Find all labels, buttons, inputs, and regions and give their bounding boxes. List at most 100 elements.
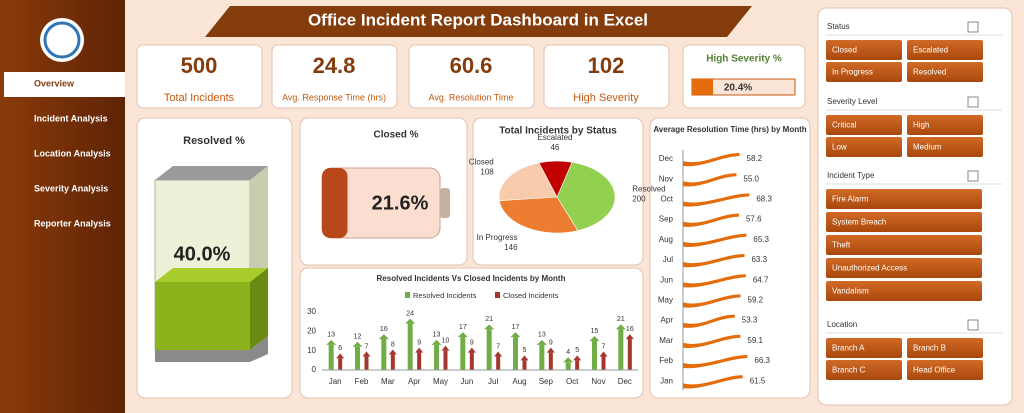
category-label: Sep <box>659 215 674 224</box>
slicer-item[interactable]: Branch A <box>832 344 865 353</box>
value-label: 17 <box>512 324 520 331</box>
bar <box>683 213 739 227</box>
progress-label: 20.4% <box>724 83 752 94</box>
slicer-button[interactable] <box>907 360 983 380</box>
slicer-item[interactable]: Fire Alarm <box>832 195 869 204</box>
x-tick-label: Mar <box>381 377 395 386</box>
bar-arrow <box>457 332 468 338</box>
slicer-button[interactable] <box>826 360 902 380</box>
x-tick-label: Feb <box>355 377 369 386</box>
value-label: 4 <box>566 349 570 356</box>
slicer-item[interactable]: Vandalism <box>832 287 869 296</box>
category-label: Aug <box>659 235 673 244</box>
legend-label: Closed Incidents <box>503 291 559 300</box>
slicer-button[interactable] <box>826 258 982 278</box>
x-tick-label: Sep <box>539 377 554 386</box>
kpi-card <box>543 44 670 109</box>
pie-label: Closed <box>469 158 494 167</box>
slicer-item[interactable]: Medium <box>913 143 942 152</box>
value-label: 5 <box>523 347 527 354</box>
slicer-item[interactable]: In Progress <box>832 68 873 77</box>
pie-value: 146 <box>504 243 518 252</box>
value-label: 53.3 <box>742 316 758 325</box>
chart-title: Resolved Incidents Vs Closed Incidents b… <box>377 274 566 283</box>
kpi-value: 102 <box>588 53 625 78</box>
slicer-button[interactable] <box>826 62 902 82</box>
bar-arrow <box>546 347 555 353</box>
clear-filter[interactable] <box>967 170 979 182</box>
category-label: Feb <box>659 356 673 365</box>
slicer-button[interactable] <box>907 338 983 358</box>
x-tick-label: May <box>433 377 448 386</box>
slicer-button[interactable] <box>826 235 982 255</box>
value-label: 13 <box>538 332 546 339</box>
slicer-button[interactable] <box>826 115 902 135</box>
kpi-card <box>136 44 263 109</box>
slicer-button[interactable] <box>826 338 902 358</box>
x-tick-label: Nov <box>591 377 605 386</box>
nav-item[interactable]: Reporter Analysis <box>34 218 111 228</box>
value-label: 10 <box>442 338 450 345</box>
pie-slice <box>556 161 616 231</box>
slicer-item[interactable]: Branch B <box>913 344 946 353</box>
bar-arrow <box>388 349 397 355</box>
slicer-item[interactable]: Closed <box>832 46 857 55</box>
slicer-button[interactable] <box>907 137 983 157</box>
slicer-title: Location <box>827 320 857 329</box>
slicer-item[interactable]: System Breach <box>832 218 886 227</box>
cylinder-base <box>155 336 268 362</box>
slicer-item[interactable]: Critical <box>832 121 857 130</box>
bar-arrow <box>563 357 574 363</box>
chart-title: Average Resolution Time (hrs) by Month <box>653 125 806 134</box>
slicer-item[interactable]: Unauthorized Access <box>832 264 907 273</box>
bar <box>601 356 606 370</box>
bar-arrow <box>378 334 389 340</box>
slicer-item[interactable]: Theft <box>832 241 851 250</box>
kpi-value: 24.8 <box>313 53 356 78</box>
slicer-item[interactable]: High <box>913 121 929 130</box>
slicer-item[interactable]: Escalated <box>913 46 948 55</box>
slicer-button[interactable] <box>826 137 902 157</box>
nav-item[interactable]: Severity Analysis <box>34 183 108 193</box>
slicer-button[interactable] <box>826 40 902 60</box>
slicer-item[interactable]: Resolved <box>913 68 946 77</box>
slicer-button[interactable] <box>907 62 983 82</box>
bar <box>407 323 413 370</box>
slicer-button[interactable] <box>907 40 983 60</box>
chart-title: Total Incidents by Status <box>499 126 617 137</box>
slicer-item[interactable]: Head Office <box>913 366 956 375</box>
progress-fill <box>692 79 714 95</box>
clear-filter[interactable] <box>967 319 979 331</box>
slicer-title: Status <box>827 22 850 31</box>
category-label: Jan <box>660 376 673 385</box>
slicer-item[interactable]: Low <box>832 143 847 152</box>
bar-arrow <box>362 351 371 357</box>
bar-arrow <box>589 336 600 341</box>
bar <box>618 329 624 370</box>
nav-item[interactable]: Incident Analysis <box>34 113 108 123</box>
bar-arrow <box>510 332 521 338</box>
value-label: 63.3 <box>751 255 767 264</box>
bar-arrow <box>599 351 608 357</box>
clear-filter[interactable] <box>967 21 979 33</box>
category-label: Oct <box>661 195 674 204</box>
nav-item[interactable]: Location Analysis <box>34 148 111 158</box>
slicer-item[interactable]: Branch C <box>832 366 866 375</box>
y-tick-label: 30 <box>307 307 316 316</box>
slicer-button[interactable] <box>907 115 983 135</box>
bar-arrow <box>536 339 547 345</box>
slicer-button[interactable] <box>826 281 982 301</box>
x-tick-label: Jan <box>329 377 342 386</box>
clear-filter[interactable] <box>967 96 979 108</box>
slicer-button[interactable] <box>826 189 982 209</box>
slicer-button[interactable] <box>826 212 982 232</box>
bar <box>683 254 745 268</box>
bar <box>575 360 580 370</box>
category-label: Nov <box>659 174 673 183</box>
bar <box>683 314 735 328</box>
bar <box>486 329 492 370</box>
bar <box>338 358 343 370</box>
slicer-title: Severity Level <box>827 97 877 106</box>
nav-item[interactable]: Overview <box>34 78 75 88</box>
kpi-label: Total Incidents <box>164 92 235 104</box>
